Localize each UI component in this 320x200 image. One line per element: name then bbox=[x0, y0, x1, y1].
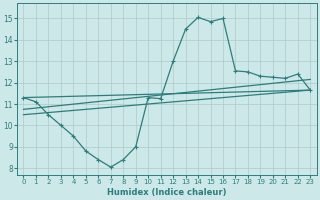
X-axis label: Humidex (Indice chaleur): Humidex (Indice chaleur) bbox=[107, 188, 227, 197]
